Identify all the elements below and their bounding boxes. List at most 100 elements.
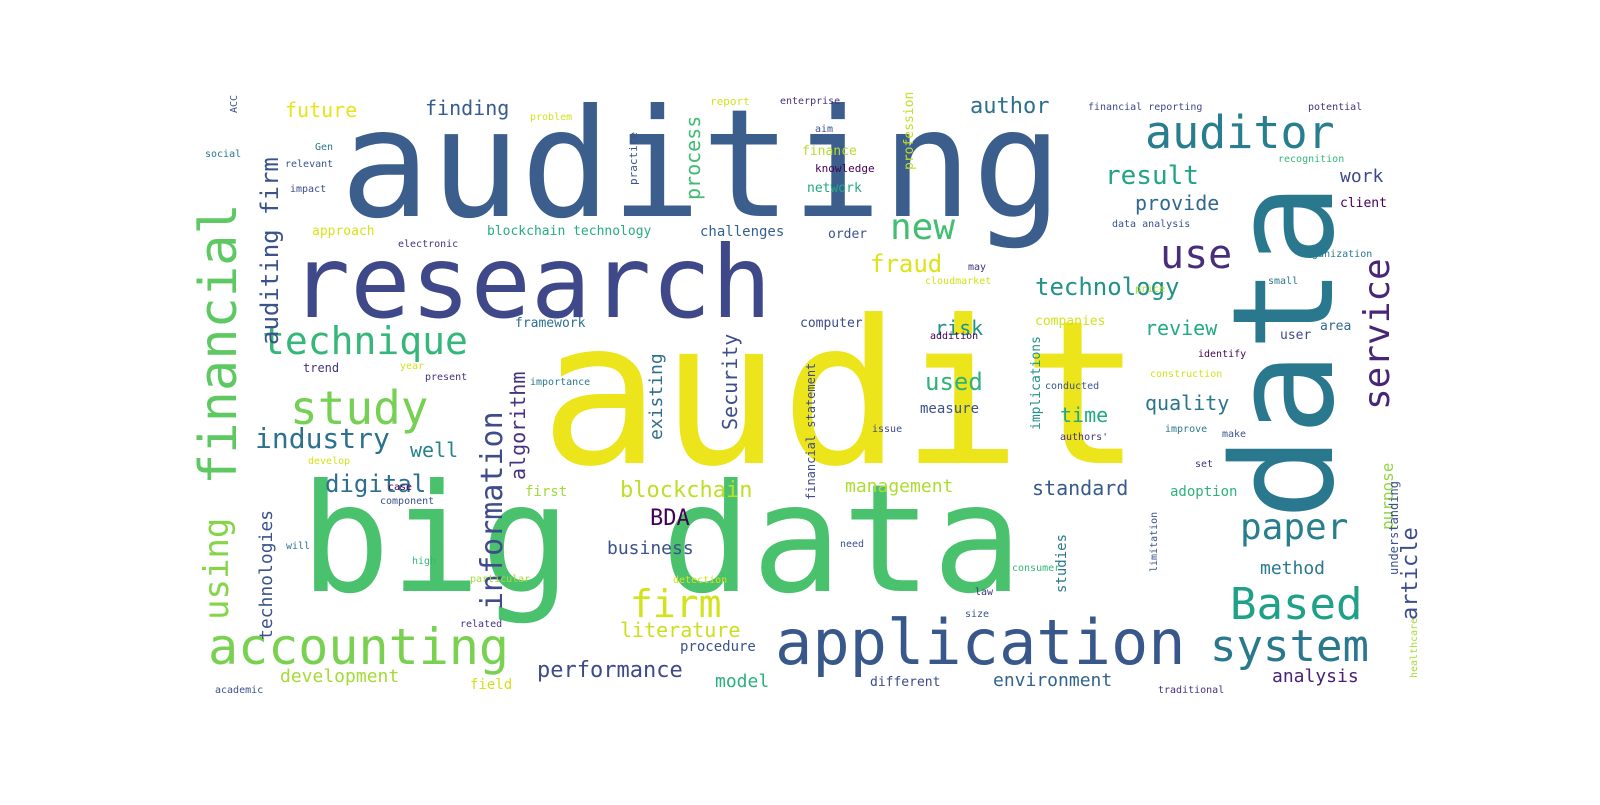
word: field [470, 677, 513, 693]
word: set [1195, 459, 1214, 470]
word: Security [718, 333, 742, 430]
word: management [845, 476, 954, 497]
word: problem [530, 112, 573, 123]
word: literature [620, 618, 741, 642]
word: review [1145, 316, 1218, 340]
word: law [975, 587, 994, 598]
word: will [286, 541, 311, 552]
word: conducted [1045, 381, 1100, 392]
word: development [280, 666, 400, 687]
word: recognition [1278, 154, 1345, 165]
word: limitation [1149, 511, 1160, 572]
word: construction [1150, 369, 1223, 380]
word: understanding [1387, 481, 1401, 575]
word: result [1105, 161, 1199, 191]
word: aim [815, 124, 834, 135]
word: financial [189, 203, 249, 485]
word: make [1222, 429, 1247, 440]
word: client [1340, 196, 1387, 211]
word: particular [470, 574, 531, 585]
word: existing [646, 353, 667, 440]
word: standard [1032, 476, 1129, 500]
word: trend [303, 361, 340, 375]
word: technique [262, 319, 468, 363]
word: traditional [1158, 685, 1225, 696]
word: using [197, 517, 237, 620]
word: accounting [208, 618, 510, 676]
word: application [775, 606, 1186, 679]
word: challenges [700, 224, 785, 240]
word: use [1160, 232, 1233, 278]
word: blockchain [620, 478, 753, 503]
word: blockchain technology [487, 224, 652, 239]
word: consumer [1012, 563, 1061, 574]
word: user [1280, 328, 1312, 343]
word: price [1135, 284, 1166, 295]
word: academic [215, 685, 264, 696]
word: author [970, 94, 1050, 119]
word: auditing [340, 78, 1063, 252]
word: ACC [229, 94, 240, 113]
word: adoption [1170, 484, 1238, 500]
word: future [285, 98, 358, 122]
word: provide [1135, 191, 1220, 215]
word: knowledge [815, 162, 875, 175]
word: technology [1035, 273, 1180, 301]
word: may [968, 262, 987, 273]
word: Based [1230, 579, 1363, 630]
word: size [965, 609, 990, 620]
word: study [290, 381, 429, 435]
word: paper [1240, 507, 1349, 548]
word: identify [1198, 349, 1247, 360]
word: auditor [1145, 106, 1335, 159]
word: data analysis [1112, 219, 1191, 230]
word: model [715, 671, 770, 692]
word: finding [425, 96, 510, 120]
word: small [1268, 276, 1299, 287]
word: enterprise [780, 96, 841, 107]
word: procedure [680, 639, 756, 655]
word: well [410, 438, 459, 462]
word: algorithm [506, 371, 530, 480]
word: need [840, 539, 865, 550]
word: present [425, 372, 468, 383]
word: addition [930, 331, 979, 342]
word: firm [630, 582, 722, 626]
word: different [870, 675, 941, 690]
word: related [460, 619, 503, 630]
word: improve [1165, 424, 1208, 435]
word: work [1340, 166, 1384, 187]
word: process [681, 115, 705, 200]
word: practice [627, 132, 640, 185]
word: issue [872, 424, 903, 435]
word: network [807, 181, 862, 196]
word: service [1357, 258, 1398, 410]
word: detection [673, 575, 728, 586]
word: implications [1029, 336, 1044, 430]
word: companies [1035, 314, 1106, 329]
word: authors' [1060, 432, 1109, 443]
word: finance [802, 144, 857, 159]
word: high [412, 556, 437, 567]
word: Gen [315, 142, 334, 153]
word: auditing firm [256, 157, 284, 345]
word: business [607, 538, 694, 559]
word: audit [540, 278, 1143, 511]
word: cloudmarket [925, 276, 992, 287]
word: organization [1300, 249, 1373, 260]
word: profession [902, 91, 917, 170]
word: new [890, 207, 956, 248]
word: risk [935, 316, 984, 340]
word: area [1320, 319, 1352, 334]
word: importance [530, 377, 591, 388]
word: digital [325, 470, 427, 498]
word: component [380, 496, 435, 507]
word: healthcare [1409, 617, 1420, 678]
word: research [290, 224, 772, 341]
word: report [710, 95, 750, 108]
word: measure [920, 401, 980, 417]
word: social [205, 149, 242, 160]
word: order [828, 227, 868, 242]
word: relevant [285, 159, 334, 170]
